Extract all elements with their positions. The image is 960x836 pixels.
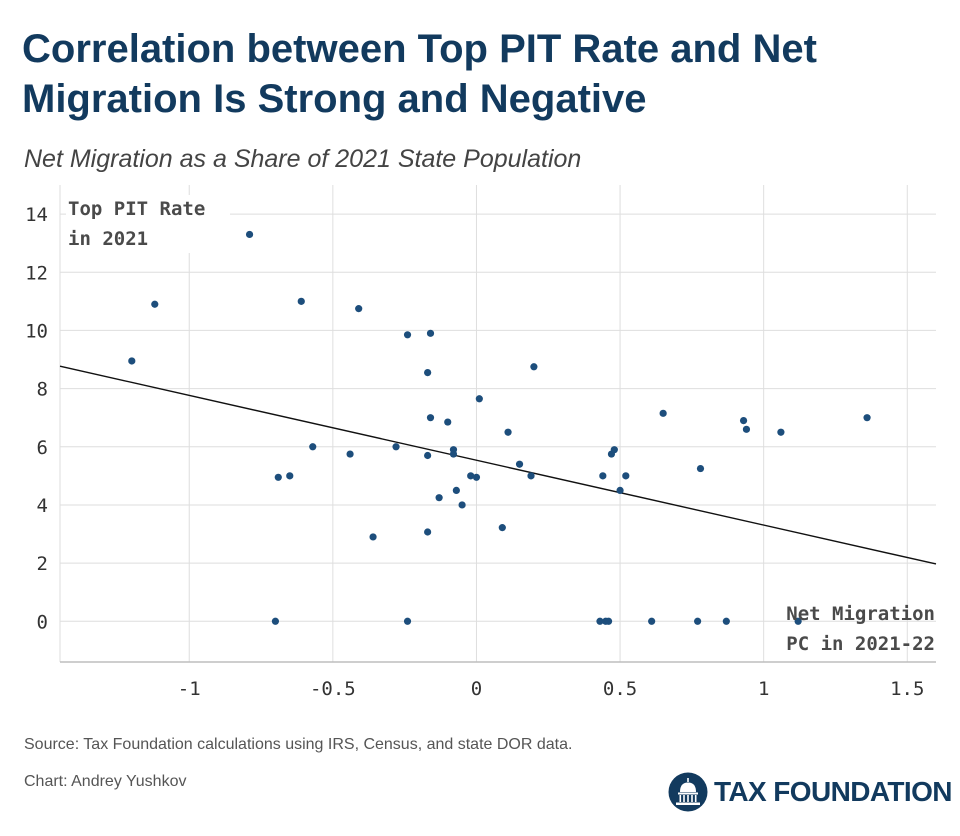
data-point (475, 395, 483, 403)
y-axis-label-line: Top PIT Rate (68, 198, 205, 220)
data-point (346, 450, 354, 458)
data-point (659, 409, 667, 417)
data-point (435, 494, 443, 502)
data-point (648, 617, 656, 625)
data-point (151, 300, 159, 308)
chart-title: Correlation between Top PIT Rate and Net… (22, 27, 817, 121)
data-point (530, 363, 538, 371)
x-tick-label: -1 (178, 678, 201, 700)
x-axis-label-line: Net Migration (786, 603, 935, 625)
y-tick-label: 0 (37, 611, 48, 633)
data-point (777, 428, 785, 436)
data-point (452, 486, 460, 494)
data-point (622, 472, 630, 480)
data-point (297, 297, 305, 305)
y-axis-label-background (66, 195, 230, 253)
data-point (742, 425, 751, 433)
y-axis-label: Top PIT Rate in 2021 (68, 198, 205, 250)
data-point (274, 473, 282, 481)
x-tick-label: -0.5 (310, 678, 356, 700)
y-tick-label: 14 (25, 204, 48, 226)
y-tick-label: 4 (37, 495, 48, 517)
data-point (426, 414, 435, 422)
x-axis-label-line: PC in 2021-22 (786, 633, 935, 655)
data-point (794, 617, 802, 625)
data-point (472, 473, 481, 481)
data-point (696, 464, 705, 473)
chart-subtitle: Net Migration as a Share of 2021 State P… (24, 145, 582, 173)
y-tick-label: 8 (37, 379, 48, 401)
y-tick-labels: 0 2 4 6 8 10 12 14 (25, 204, 48, 633)
data-point (355, 305, 363, 313)
data-point (286, 472, 294, 480)
x-tick-label: 0.5 (603, 678, 637, 700)
data-point (128, 357, 136, 365)
data-point (403, 331, 412, 339)
data-point (498, 524, 506, 532)
data-point (245, 230, 254, 239)
y-tick-label: 6 (37, 437, 48, 459)
data-point (515, 460, 524, 468)
logo-text: TAX FOUNDATION (714, 776, 952, 807)
data-points (128, 230, 871, 625)
data-point (449, 450, 458, 458)
tax-foundation-logo: TAX FOUNDATION (668, 772, 952, 812)
data-point (369, 533, 377, 541)
data-point (604, 617, 613, 625)
x-tick-labels: -1 -0.5 0 0.5 1 1.5 (178, 678, 925, 700)
data-point (504, 428, 512, 436)
data-point (424, 369, 432, 377)
data-point (527, 472, 535, 480)
y-tick-label: 12 (25, 262, 48, 284)
data-point (616, 486, 624, 494)
scatter-chart: 0 2 4 6 8 10 12 14 -1 -0.5 0 0.5 1 1.5 Top PIT Rate i… (25, 185, 937, 700)
data-point (722, 617, 730, 625)
y-tick-label: 2 (37, 553, 48, 575)
chart-credit: Chart: Andrey Yushkov (24, 773, 187, 790)
data-point (596, 617, 604, 625)
data-point (403, 617, 412, 625)
y-axis-label-line: in 2021 (68, 228, 148, 250)
data-point (599, 472, 607, 480)
grid-lines (59, 185, 936, 662)
capitol-dome-icon (668, 772, 708, 812)
data-point (392, 443, 400, 451)
data-point (271, 617, 280, 625)
data-point (863, 414, 871, 422)
data-point (424, 528, 432, 536)
trend-line (59, 365, 937, 565)
data-point (309, 443, 317, 451)
x-tick-label: 0 (471, 678, 482, 700)
data-point (467, 472, 475, 480)
data-point (610, 446, 618, 454)
data-point (739, 416, 748, 425)
data-point (694, 617, 702, 625)
x-tick-label: 1.5 (890, 678, 924, 700)
data-point (458, 501, 466, 509)
source-note: Source: Tax Foundation calculations usin… (24, 736, 573, 753)
x-tick-label: 1 (758, 678, 769, 700)
data-point (426, 329, 435, 337)
y-tick-label: 10 (25, 320, 48, 342)
data-point (444, 418, 452, 426)
x-axis-label: Net Migration PC in 2021-22 (786, 603, 935, 655)
data-point (424, 451, 432, 460)
